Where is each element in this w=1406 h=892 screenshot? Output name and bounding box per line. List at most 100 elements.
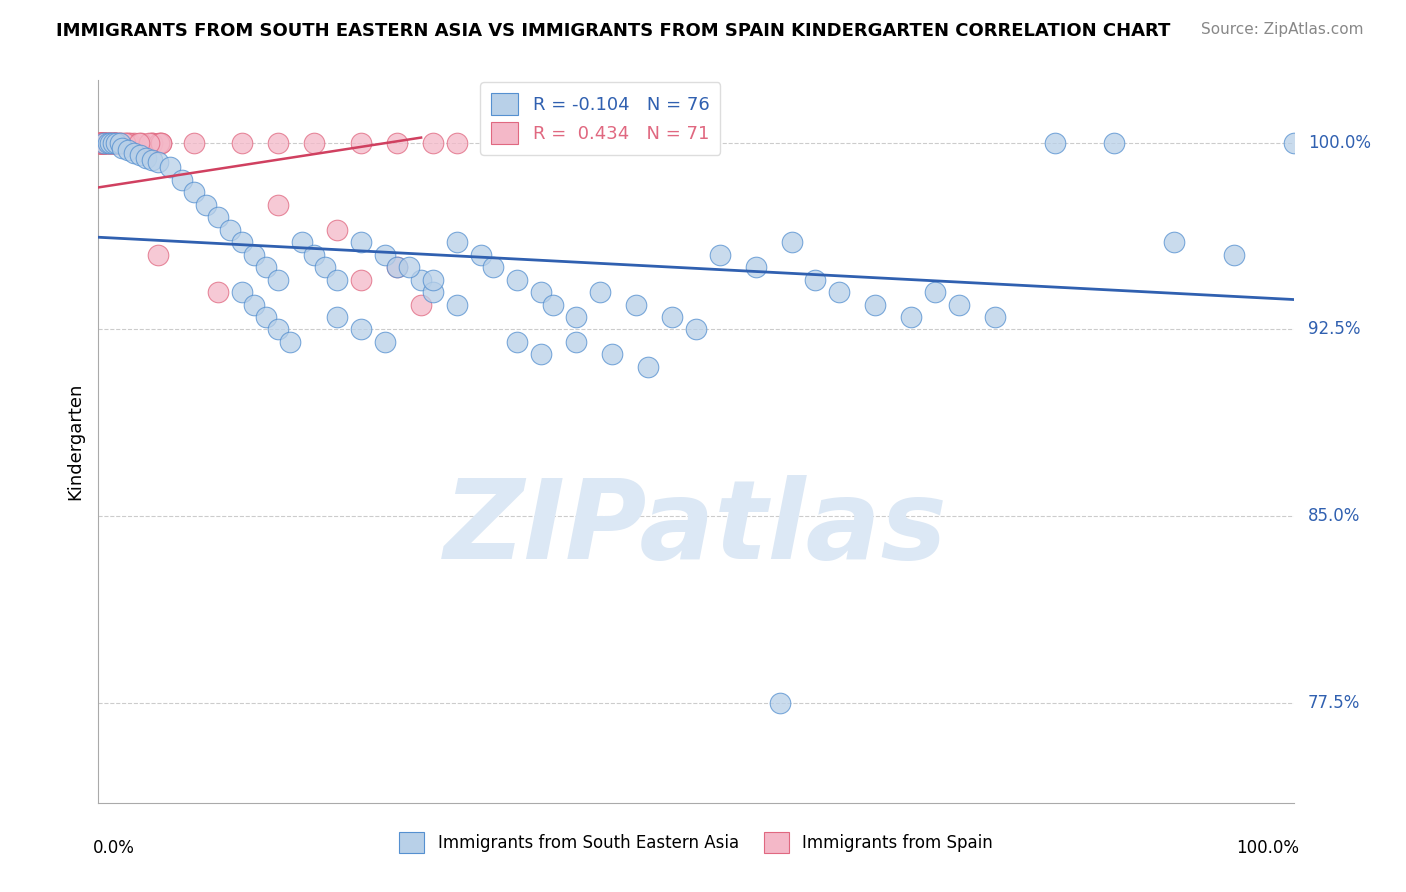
Point xyxy=(90,136,112,150)
Point xyxy=(90,136,112,150)
Point xyxy=(385,136,409,150)
Point xyxy=(90,136,112,150)
Point xyxy=(94,136,117,150)
Point xyxy=(111,136,134,150)
Text: 92.5%: 92.5% xyxy=(1308,320,1361,338)
Point xyxy=(117,136,139,150)
Point xyxy=(243,297,266,311)
Point xyxy=(267,198,290,212)
Point xyxy=(745,260,768,274)
Point xyxy=(94,136,117,150)
Point xyxy=(91,136,114,150)
Point xyxy=(267,136,290,150)
Point xyxy=(93,136,115,150)
Text: 77.5%: 77.5% xyxy=(1308,694,1360,712)
Point xyxy=(90,136,112,150)
Point xyxy=(385,260,409,274)
Point xyxy=(207,285,229,299)
Point xyxy=(104,136,127,150)
Point xyxy=(195,198,218,212)
Point xyxy=(89,136,111,150)
Point xyxy=(94,136,117,150)
Point xyxy=(350,235,373,250)
Point xyxy=(104,136,127,150)
Point xyxy=(150,136,173,150)
Point xyxy=(207,211,229,225)
Text: ZIPatlas: ZIPatlas xyxy=(444,475,948,582)
Point xyxy=(541,297,564,311)
Point xyxy=(326,223,349,237)
Point xyxy=(768,696,790,710)
Point xyxy=(446,136,468,150)
Point xyxy=(506,136,529,150)
Point xyxy=(865,297,887,311)
Point xyxy=(124,145,146,160)
Point xyxy=(89,136,111,150)
Point xyxy=(120,136,142,150)
Point xyxy=(530,347,553,361)
Point xyxy=(446,297,468,311)
Point xyxy=(115,136,138,150)
Point xyxy=(138,136,160,150)
Point xyxy=(243,248,266,262)
Point xyxy=(1223,248,1246,262)
Point xyxy=(89,136,111,150)
Point xyxy=(183,186,205,200)
Point xyxy=(589,285,612,299)
Point xyxy=(900,310,922,324)
Point xyxy=(411,297,433,311)
Point xyxy=(98,136,121,150)
Point xyxy=(97,136,120,150)
Point xyxy=(1282,136,1305,150)
Point xyxy=(114,136,136,150)
Text: IMMIGRANTS FROM SOUTH EASTERN ASIA VS IMMIGRANTS FROM SPAIN KINDERGARTEN CORRELA: IMMIGRANTS FROM SOUTH EASTERN ASIA VS IM… xyxy=(56,22,1171,40)
Point xyxy=(231,285,253,299)
Point xyxy=(374,248,396,262)
Point xyxy=(90,136,112,150)
Point xyxy=(661,310,683,324)
Point xyxy=(302,136,325,150)
Point xyxy=(828,285,851,299)
Point xyxy=(984,310,1007,324)
Text: 0.0%: 0.0% xyxy=(93,839,135,857)
Point xyxy=(231,235,253,250)
Point xyxy=(219,223,242,237)
Point xyxy=(96,136,118,150)
Point xyxy=(422,272,444,286)
Point xyxy=(231,136,253,150)
Point xyxy=(128,136,150,150)
Point xyxy=(626,297,648,311)
Point xyxy=(254,310,277,324)
Point xyxy=(422,136,444,150)
Point xyxy=(291,235,314,250)
Point xyxy=(446,235,468,250)
Point xyxy=(326,310,349,324)
Legend: Immigrants from South Eastern Asia, Immigrants from Spain: Immigrants from South Eastern Asia, Immi… xyxy=(392,826,1000,860)
Point xyxy=(148,248,170,262)
Point xyxy=(565,310,588,324)
Point xyxy=(97,136,120,150)
Point xyxy=(159,161,181,175)
Point xyxy=(350,272,373,286)
Point xyxy=(91,136,114,150)
Point xyxy=(100,136,122,150)
Point xyxy=(374,334,396,349)
Point xyxy=(411,272,433,286)
Point xyxy=(1043,136,1066,150)
Point xyxy=(709,248,731,262)
Point xyxy=(129,148,152,162)
Point xyxy=(350,136,373,150)
Point xyxy=(637,359,659,374)
Point xyxy=(385,260,409,274)
Point xyxy=(97,136,120,150)
Point xyxy=(89,136,111,150)
Y-axis label: Kindergarten: Kindergarten xyxy=(66,383,84,500)
Point xyxy=(1163,235,1185,250)
Point xyxy=(101,136,124,150)
Point xyxy=(150,136,173,150)
Point xyxy=(93,136,115,150)
Point xyxy=(183,136,205,150)
Point xyxy=(104,136,127,150)
Point xyxy=(91,136,114,150)
Point xyxy=(267,322,290,336)
